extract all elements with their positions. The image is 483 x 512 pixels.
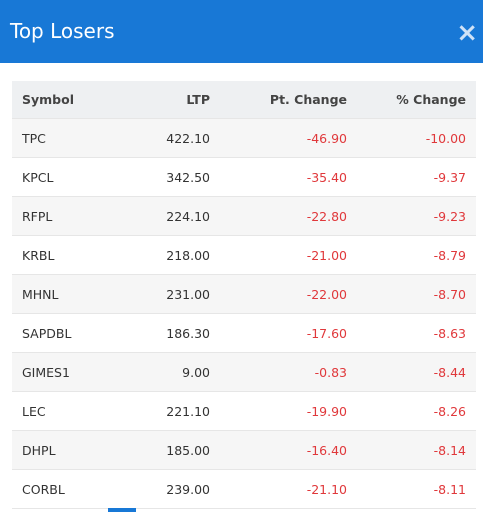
table-cell: -8.79 bbox=[347, 235, 476, 275]
table-cell: -8.26 bbox=[347, 391, 476, 431]
scroll-indicator bbox=[108, 508, 136, 512]
table-cell: RFPL bbox=[12, 196, 132, 236]
table-cell: -46.90 bbox=[210, 118, 347, 158]
table-row: MHNL 231.00 -22.00 -8.70 bbox=[12, 274, 476, 314]
table-cell: 218.00 bbox=[132, 235, 210, 275]
table-row: LEC 221.10 -19.90 -8.26 bbox=[12, 391, 476, 431]
table-cell: 422.10 bbox=[132, 118, 210, 158]
table-cell: -9.37 bbox=[347, 157, 476, 197]
column-header: Pt. Change bbox=[210, 81, 347, 119]
column-header: Symbol bbox=[12, 81, 132, 119]
table-row: TPC 422.10 -46.90 -10.00 bbox=[12, 118, 476, 158]
table-cell: KRBL bbox=[12, 235, 132, 275]
column-header: % Change bbox=[347, 81, 476, 119]
table-cell: SAPDBL bbox=[12, 313, 132, 353]
close-button[interactable]: × bbox=[456, 18, 478, 48]
table-cell: 239.00 bbox=[132, 469, 210, 509]
table-cell: -35.40 bbox=[210, 157, 347, 197]
table-row: GIMES1 9.00 -0.83 -8.44 bbox=[12, 352, 476, 392]
table-body: TPC 422.10 -46.90 -10.00 KPCL 342.50 -35.40 -9.… bbox=[12, 118, 476, 509]
table-row: RFPL 224.10 -22.80 -9.23 bbox=[12, 196, 476, 236]
table-cell: GIMES1 bbox=[12, 352, 132, 392]
table-cell: DHPL bbox=[12, 430, 132, 470]
table-row: KPCL 342.50 -35.40 -9.37 bbox=[12, 157, 476, 197]
header-row: Symbol LTP Pt. Change% Change bbox=[12, 81, 476, 119]
table-cell: -8.11 bbox=[347, 469, 476, 509]
modal-title: Top Losers bbox=[10, 19, 115, 43]
losers-table: Symbol LTP Pt. Change% Change TPC 422.10 -46… bbox=[12, 81, 476, 509]
table-cell: -9.23 bbox=[347, 196, 476, 236]
table-cell: 221.10 bbox=[132, 391, 210, 431]
table-cell: -8.70 bbox=[347, 274, 476, 314]
table-cell: -17.60 bbox=[210, 313, 347, 353]
table-cell: 224.10 bbox=[132, 196, 210, 236]
table-cell: TPC bbox=[12, 118, 132, 158]
table-cell: LEC bbox=[12, 391, 132, 431]
table-cell: -21.00 bbox=[210, 235, 347, 275]
table-cell: 185.00 bbox=[132, 430, 210, 470]
table-cell: CORBL bbox=[12, 469, 132, 509]
table-cell: -19.90 bbox=[210, 391, 347, 431]
table-cell: -22.80 bbox=[210, 196, 347, 236]
table-row: CORBL 239.00 -21.10 -8.11 bbox=[12, 469, 476, 509]
table-cell: MHNL bbox=[12, 274, 132, 314]
column-header: LTP bbox=[132, 81, 210, 119]
table-row: KRBL 218.00 -21.00 -8.79 bbox=[12, 235, 476, 275]
table-cell: 186.30 bbox=[132, 313, 210, 353]
table-row: DHPL 185.00 -16.40 -8.14 bbox=[12, 430, 476, 470]
modal-header: Top Losers × bbox=[0, 0, 483, 63]
table-cell: -0.83 bbox=[210, 352, 347, 392]
table-cell: -8.63 bbox=[347, 313, 476, 353]
table-cell: -16.40 bbox=[210, 430, 347, 470]
table-cell: 342.50 bbox=[132, 157, 210, 197]
table-cell: -8.44 bbox=[347, 352, 476, 392]
table-row: SAPDBL 186.30 -17.60 -8.63 bbox=[12, 313, 476, 353]
table-cell: -22.00 bbox=[210, 274, 347, 314]
table-cell: -21.10 bbox=[210, 469, 347, 509]
table-cell: KPCL bbox=[12, 157, 132, 197]
table-cell: 9.00 bbox=[132, 352, 210, 392]
table-cell: -8.14 bbox=[347, 430, 476, 470]
table-cell: 231.00 bbox=[132, 274, 210, 314]
table-cell: -10.00 bbox=[347, 118, 476, 158]
